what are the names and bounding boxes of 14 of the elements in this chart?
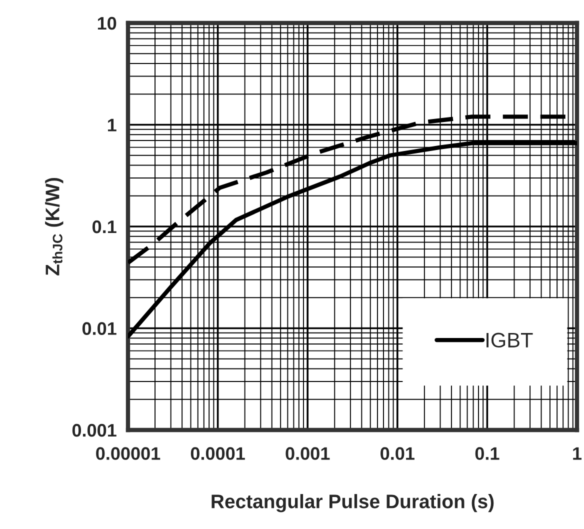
y-axis-title: Z$_{thJC}$ (K/W) (45, 178, 64, 276)
x-tick-label: 0.01 (380, 447, 414, 460)
y-tick-label: 0.1 (92, 220, 116, 234)
legend-label: IGBT (486, 332, 533, 348)
x-tick-label: 0.00001 (96, 447, 160, 460)
y-tick-label: 1 (108, 118, 116, 132)
x-tick-label: 0.1 (475, 447, 500, 460)
x-tick-label: 0.0001 (190, 447, 245, 460)
x-axis-title: Rectangular Pulse Duration (s) (212, 494, 494, 512)
y-tick-label: 10 (98, 16, 116, 30)
y-tick-label: 0.01 (82, 322, 116, 335)
x-tick-label: 1 (573, 447, 582, 460)
y-tick-label: 0.001 (72, 424, 116, 437)
x-tick-label: 0.001 (286, 447, 330, 460)
